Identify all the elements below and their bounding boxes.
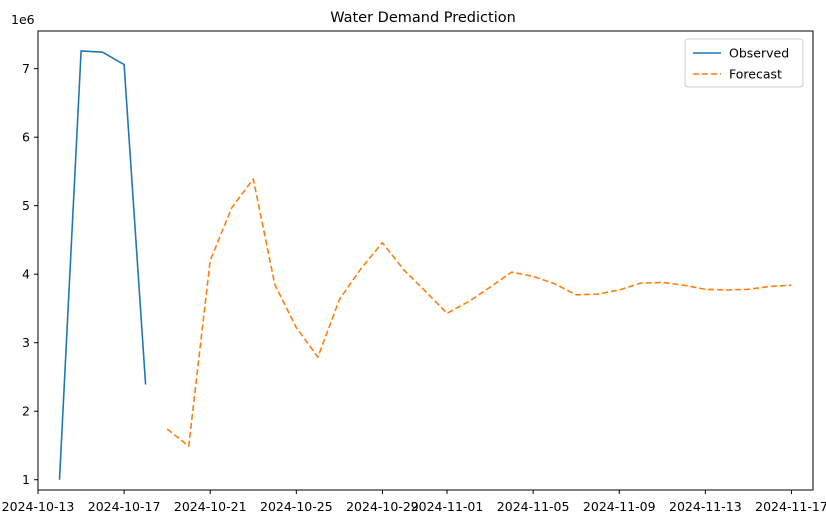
legend-label-observed: Observed	[729, 46, 789, 61]
chart-title: Water Demand Prediction	[330, 10, 516, 26]
y-tick-label: 2	[22, 404, 30, 419]
legend: Observed Forecast	[684, 38, 804, 88]
y-tick-label: 4	[22, 267, 30, 282]
y-tick-label: 5	[22, 198, 30, 213]
x-tick-label: 2024-11-17	[755, 499, 826, 514]
x-tick-label: 2024-10-13	[2, 499, 75, 514]
x-tick-label: 2024-11-01	[411, 499, 484, 514]
plot-frame	[37, 30, 814, 491]
x-tick-label: 2024-10-25	[260, 499, 333, 514]
x-tick-label: 2024-11-09	[583, 499, 656, 514]
y-tick-label: 3	[22, 335, 30, 350]
x-tick-label: 2024-10-17	[88, 499, 161, 514]
x-tick-label: 2024-10-21	[174, 499, 247, 514]
x-tick-label: 2024-11-13	[669, 499, 742, 514]
series-line-observed	[58, 50, 147, 480]
y-axis-offset-label: 1e6	[11, 12, 35, 27]
series-line-forecast	[166, 178, 792, 448]
x-tick-label: 2024-10-29	[346, 499, 419, 514]
x-tick-label: 2024-11-05	[497, 499, 570, 514]
legend-box	[684, 38, 804, 88]
y-tick-label: 1	[22, 472, 30, 487]
y-tick-label: 7	[22, 61, 30, 76]
y-tick-label: 6	[22, 130, 30, 145]
plot-area	[58, 50, 792, 480]
legend-label-forecast: Forecast	[729, 67, 782, 82]
